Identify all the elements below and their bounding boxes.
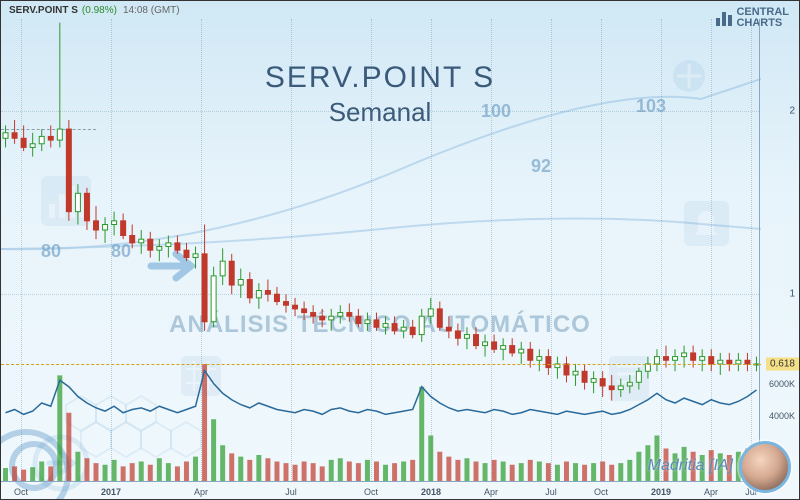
chart-container: SERV.POINT S (0.98%) 14:08 (GMT) CENTRAL… xyxy=(0,0,800,500)
volume-area[interactable] xyxy=(1,351,759,481)
x-axis: Oct2017AprJulOct2018AprJulOct2019AprJul xyxy=(1,481,759,499)
header-bar: SERV.POINT S (0.98%) 14:08 (GMT) xyxy=(1,1,799,19)
header-ticker: SERV.POINT S xyxy=(9,5,78,16)
current-price-line xyxy=(1,364,761,365)
author-avatar xyxy=(739,441,791,493)
author-credit: Madritia [IA] xyxy=(648,457,733,475)
current-price-label: 0.618 xyxy=(766,358,799,371)
header-pct: (0.98%) xyxy=(82,5,117,16)
header-time: 14:08 (GMT) xyxy=(123,5,180,16)
